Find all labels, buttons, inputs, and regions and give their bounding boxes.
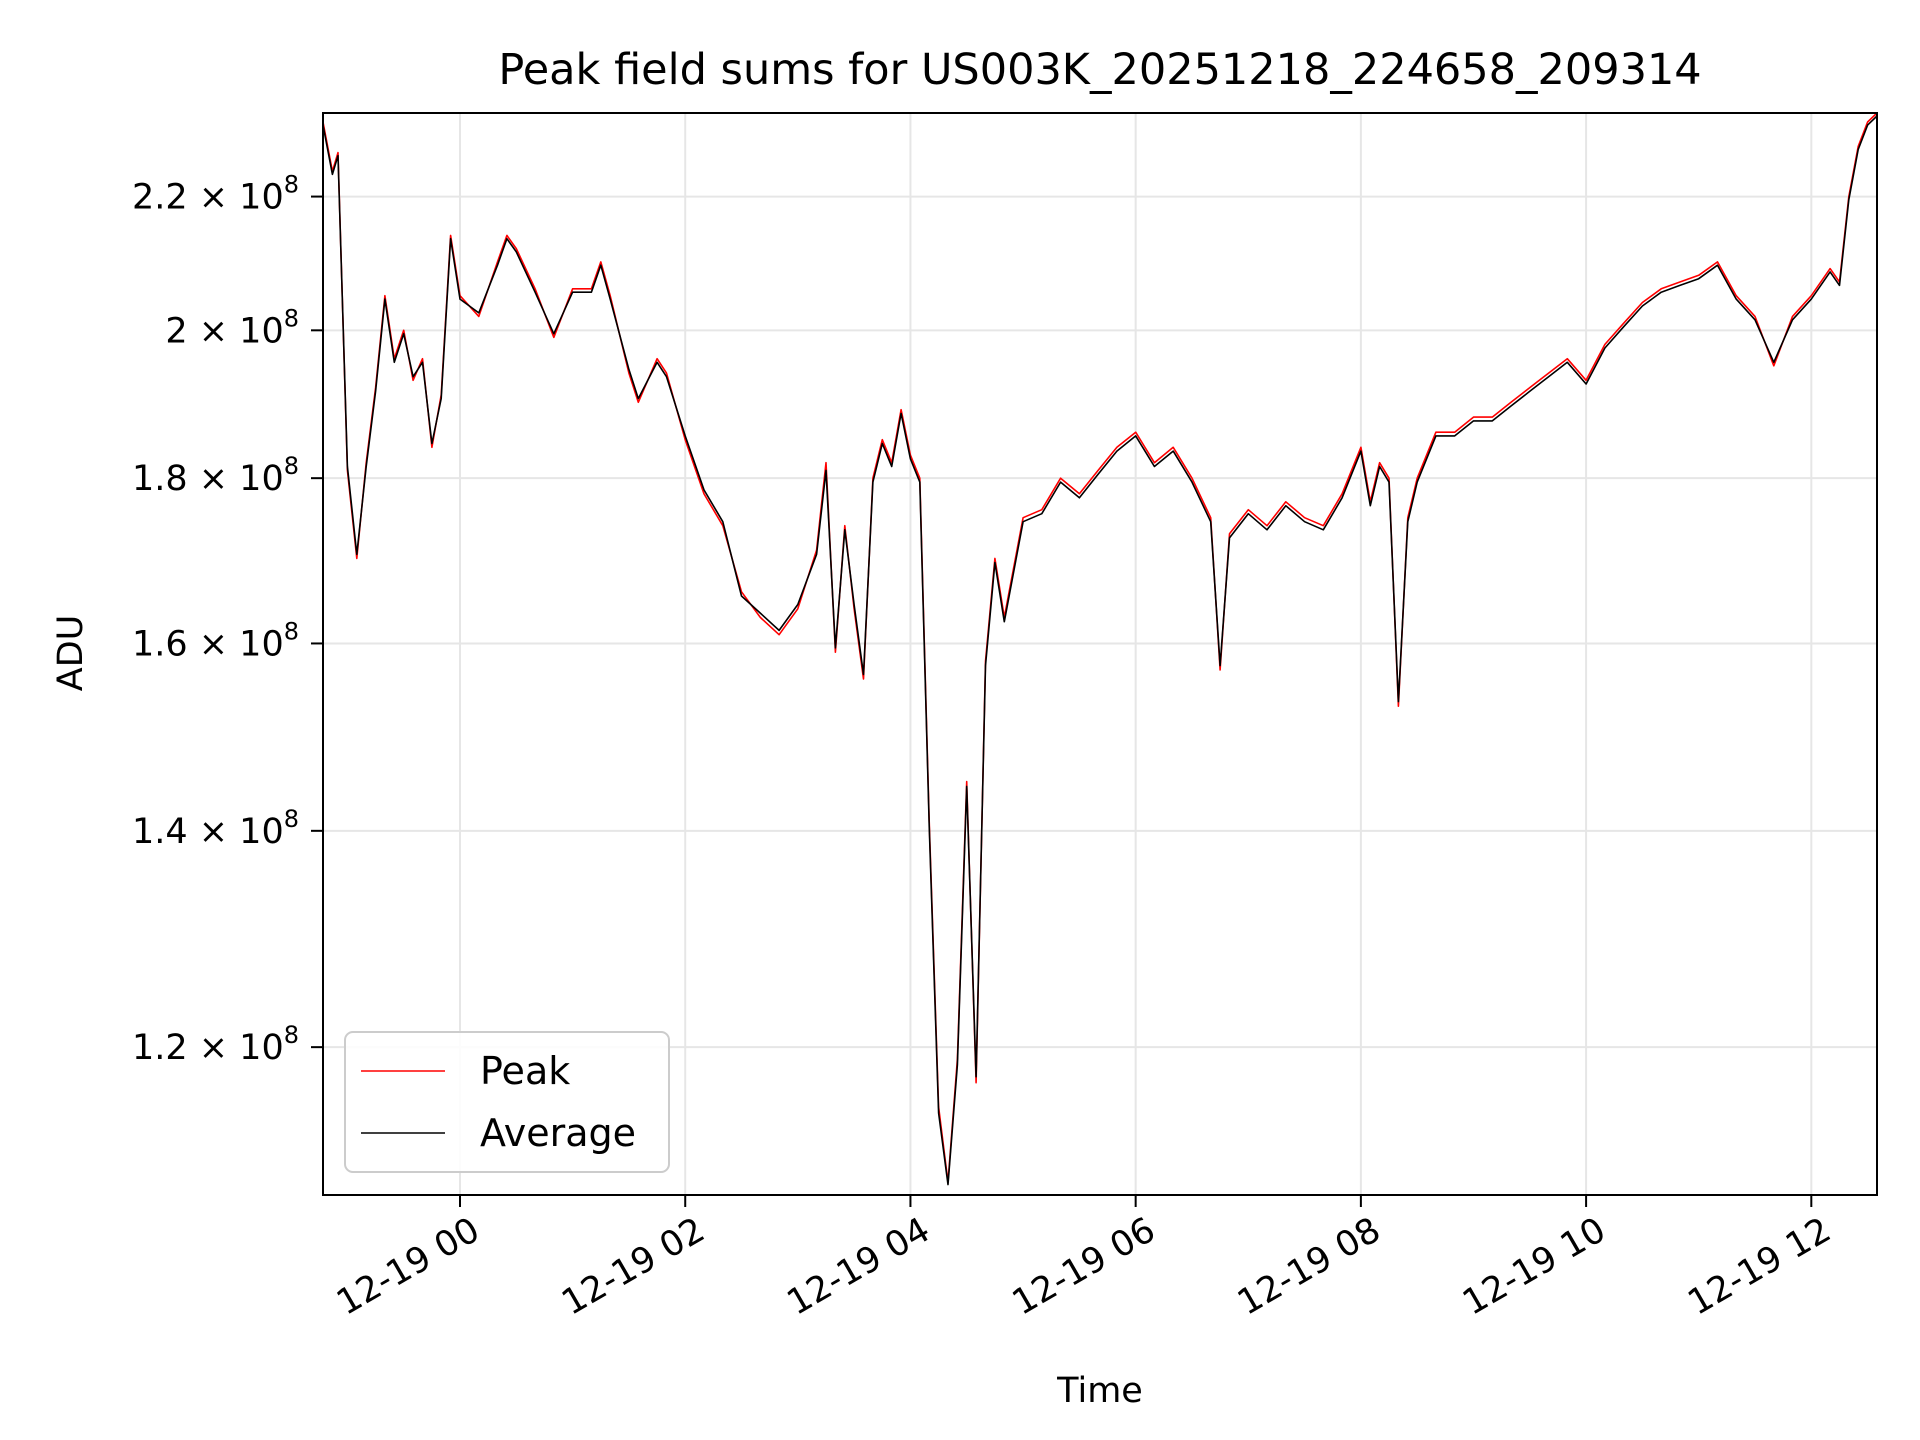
series-layer — [322, 112, 1878, 1186]
x-tick-label: 12-19 04 — [781, 1210, 937, 1323]
legend-box — [344, 1031, 670, 1173]
x-tick-label: 12-19 02 — [555, 1210, 711, 1323]
x-tick-label: 12-19 08 — [1231, 1210, 1387, 1323]
chart-title: Peak field sums for US003K_20251218_2246… — [498, 45, 1701, 95]
legend-label-average: Average — [480, 1111, 636, 1155]
y-tick-label: 1.4 × 108 — [132, 805, 299, 852]
grid-layer — [323, 113, 1877, 1195]
y-tick-label: 1.6 × 108 — [132, 617, 299, 664]
y-tick-label: 2.2 × 108 — [132, 171, 299, 218]
y-tick-label: 2 × 108 — [165, 304, 299, 351]
y-axis-label: ADU — [51, 615, 91, 692]
x-axis-label: Time — [1056, 1371, 1143, 1411]
series-line-average — [322, 115, 1878, 1186]
plot-frame — [322, 112, 1878, 1196]
x-tick-label: 12-19 12 — [1682, 1210, 1838, 1323]
y-tick-label: 1.8 × 108 — [132, 452, 299, 499]
x-tick-label: 12-19 06 — [1006, 1210, 1162, 1323]
x-tick-label: 12-19 00 — [330, 1210, 486, 1323]
x-tick-label: 12-19 10 — [1456, 1210, 1612, 1323]
legend: Peak Average — [344, 1031, 670, 1173]
legend-label-peak: Peak — [480, 1049, 570, 1093]
y-tick-label: 1.2 × 108 — [132, 1021, 299, 1068]
series-line-peak — [322, 112, 1878, 1183]
